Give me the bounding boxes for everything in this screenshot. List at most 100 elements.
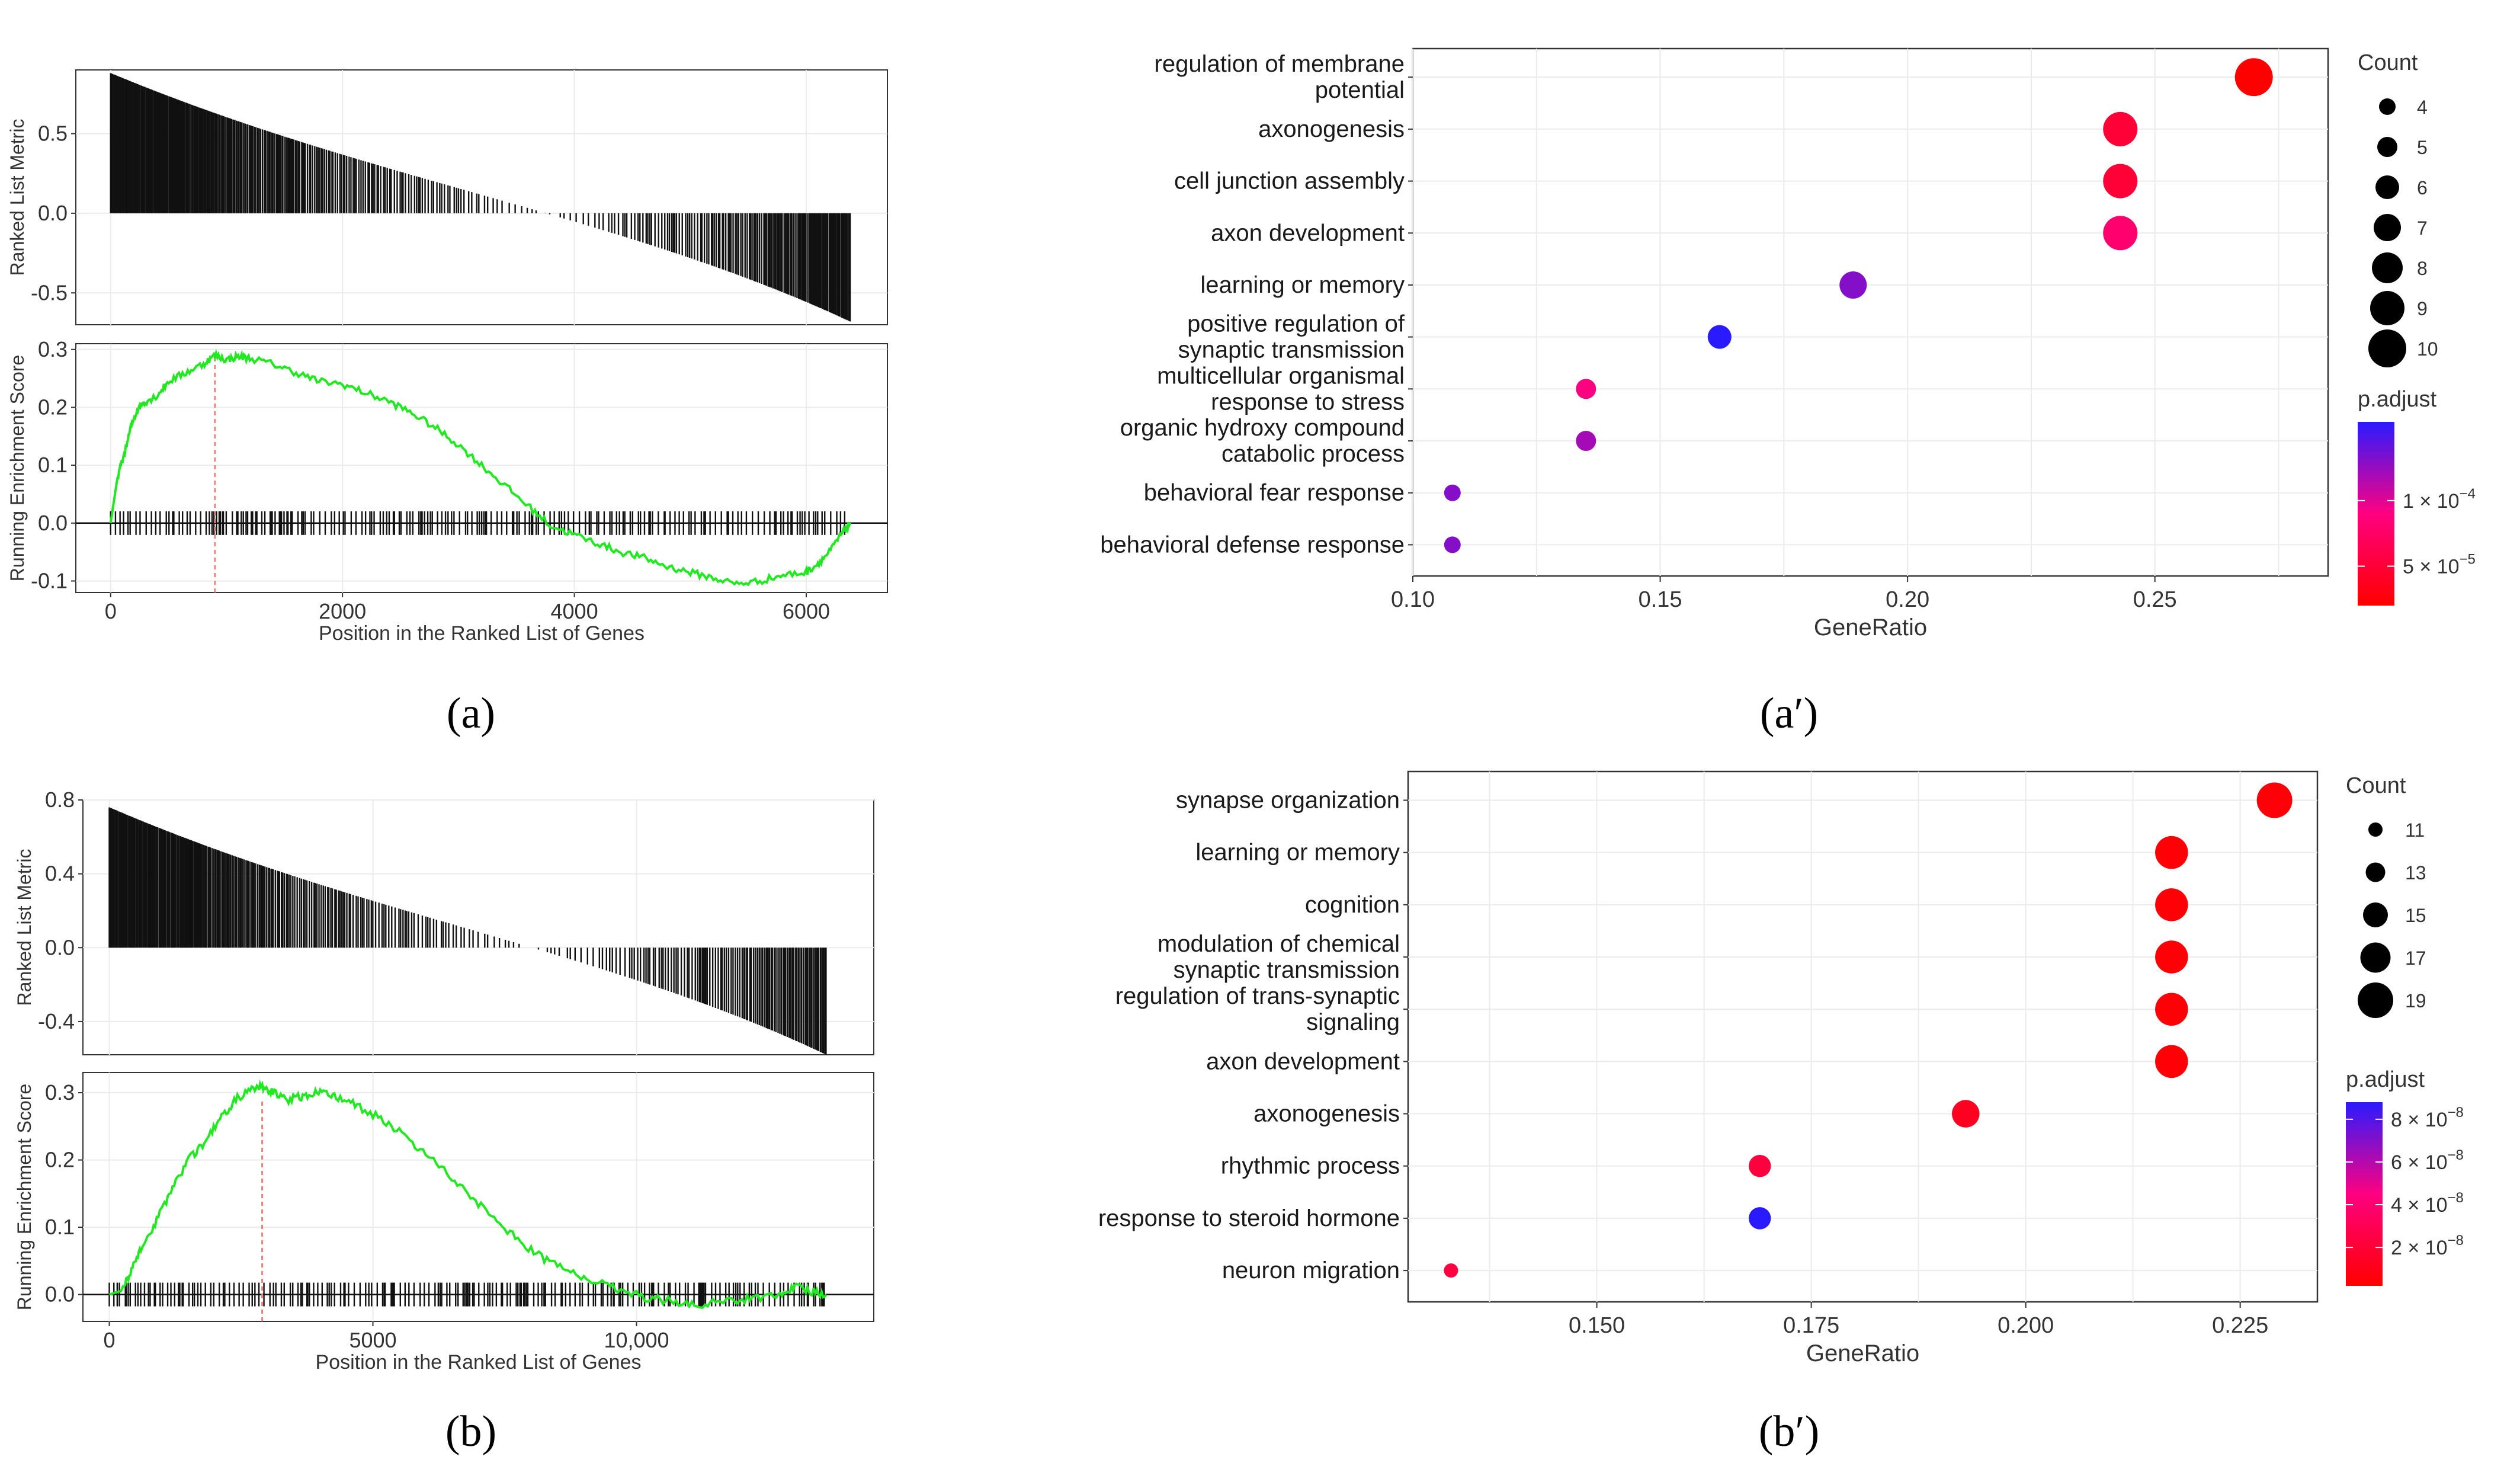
ap-colorbar-tick-label: 1 × 10−4 [2403, 486, 2476, 513]
bp-colorbar-tick-base: 2 × 10 [2391, 1237, 2447, 1259]
a-xtick-label: 2000 [319, 599, 366, 623]
bp-size-legend-label: 13 [2405, 862, 2426, 884]
ap-category-label: organic hydroxy compound catabolic proces… [1120, 415, 1405, 467]
bp-point [2155, 940, 2188, 974]
ap-size-legend-dot [2372, 252, 2403, 283]
ap-category-label-line: response to stress [1211, 389, 1405, 415]
panel-label-b: (b) [445, 1407, 496, 1456]
ap-size-legend-label: 4 [2417, 97, 2428, 118]
b-gene-hits [108, 1282, 825, 1307]
ap-size-legend-dot [2377, 137, 2397, 157]
panel-label-a-prime: (a′) [1760, 689, 1818, 738]
bp-colorbar-tick-exp: −8 [2447, 1105, 2463, 1121]
gsea-plot-a: -0.5 0.0 0.5 Ranked List Metric -0.1 0.0 0.1 0… [7, 69, 888, 645]
bp-category-label: learning or memory [1195, 840, 1400, 866]
b-top-ytick-label: -0.4 [38, 1009, 75, 1033]
bp-point [2256, 782, 2293, 818]
bp-category-label: neuron migration [1222, 1257, 1400, 1283]
ap-point [1576, 431, 1596, 452]
bp-colorbar-tick-label: 8 × 10−8 [2391, 1105, 2464, 1131]
a-bottom-ytick-label: -0.1 [31, 568, 68, 593]
ap-xlabel: GeneRatio [1814, 614, 1927, 641]
a-xlabel: Position in the Ranked List of Genes [319, 622, 645, 645]
ap-point [1707, 325, 1732, 349]
ap-xtick-label: 0.25 [2133, 587, 2177, 612]
bp-size-legend-dot [2368, 822, 2383, 837]
ap-size-legend-dot [2379, 98, 2396, 115]
ap-category-label-line: axonogenesis [1258, 116, 1405, 142]
bp-category-label-line: rhythmic process [1221, 1153, 1400, 1179]
b-top-ytick-label: 0.4 [45, 862, 75, 886]
ap-point [2234, 58, 2273, 97]
bp-colorbar-tick-exp: −8 [2447, 1233, 2463, 1249]
panel-label-b-prime: (b′) [1759, 1407, 1819, 1456]
bp-colorbar-tick-base: 4 × 10 [2391, 1194, 2447, 1217]
a-xtick-label: 0 [105, 599, 117, 623]
bp-colorbar-tick-base: 8 × 10 [2391, 1109, 2447, 1131]
ap-category-label: cell junction assembly [1174, 168, 1405, 194]
a-bottom-frame [75, 343, 888, 593]
bp-category-label-line: cognition [1305, 892, 1400, 918]
bp-category-label: synapse organization [1176, 787, 1400, 813]
ap-colorbar-tick-base: 1 × 10 [2403, 490, 2459, 513]
a-bottom-ytick-label: 0.1 [38, 453, 68, 477]
ap-plot-frame [1412, 47, 2329, 577]
bp-colorbar-tick-exp: −8 [2447, 1147, 2463, 1163]
bp-category-label: response to steroid hormone [1098, 1205, 1400, 1231]
bp-size-legend-label: 15 [2405, 905, 2426, 926]
bp-colorbar-tick-label: 6 × 10−8 [2391, 1147, 2464, 1174]
bp-color-legend-title: p.adjust [2346, 1067, 2425, 1092]
b-bottom-ytick-label: 0.1 [45, 1215, 75, 1239]
ap-size-legend-dot [2375, 175, 2399, 199]
bp-colorbar-tick-label: 4 × 10−8 [2391, 1190, 2464, 1217]
bp-xtick-label: 0.200 [1998, 1313, 2054, 1338]
a-bottom-ylabel: Running Enrichment Score [7, 355, 28, 581]
gsea-b-ranked-metric-panel: -0.4 0.0 0.4 0.8 Ranked List Metric [14, 788, 874, 1055]
ap-size-legend-dot [2374, 214, 2401, 241]
bp-colorbar-tick-exp: −8 [2447, 1190, 2463, 1206]
b-xtick-label: 10,000 [604, 1328, 669, 1352]
ap-size-legend-dot [2368, 329, 2406, 367]
ap-point [1444, 484, 1461, 501]
ap-size-legend-label: 10 [2417, 338, 2438, 360]
bp-colorbar-tick-label: 2 × 10−8 [2391, 1233, 2464, 1259]
ap-size-legend-label: 8 [2417, 258, 2428, 279]
ap-category-label: multicellular organismal response to stre… [1157, 363, 1405, 415]
a-top-ylabel: Ranked List Metric [7, 119, 28, 276]
ap-colorbar-tick-base: 5 × 10 [2403, 556, 2459, 578]
a-top-ytick-label: -0.5 [31, 280, 68, 305]
b-bottom-ytick-label: 0.3 [45, 1080, 75, 1105]
bp-point [2155, 888, 2188, 921]
bp-category-label-line: response to steroid hormone [1098, 1205, 1400, 1231]
ap-point [2103, 111, 2138, 146]
ap-category-label-line: synaptic transmission [1178, 337, 1405, 363]
ap-colorbar-tick-label: 5 × 10−5 [2403, 552, 2476, 578]
ap-category-label: axonogenesis [1258, 116, 1405, 142]
bp-xtick-label: 0.225 [2212, 1313, 2268, 1338]
bp-size-legend-dot [2365, 862, 2386, 882]
b-bottom-ylabel: Running Enrichment Score [14, 1084, 35, 1310]
bp-xlabel: GeneRatio [1806, 1340, 1919, 1366]
b-xlabel: Position in the Ranked List of Genes [316, 1351, 642, 1374]
bp-category-label: axonogenesis [1253, 1101, 1400, 1127]
ap-category-label: behavioral defense response [1100, 532, 1405, 558]
ap-colorbar-tick-exp: −4 [2459, 486, 2475, 502]
ap-category-label: behavioral fear response [1144, 480, 1405, 506]
bp-category-label-line: synapse organization [1176, 787, 1400, 813]
bp-category-label: cognition [1305, 892, 1400, 918]
ap-category-label-line: learning or memory [1200, 272, 1405, 298]
ap-category-label: regulation of membrane potential [1155, 51, 1405, 103]
bp-category-label-line: synaptic transmission [1174, 957, 1400, 983]
ap-size-legend-label: 6 [2417, 177, 2428, 199]
ap-xtick-label: 0.20 [1886, 587, 1929, 612]
a-xtick-label: 6000 [783, 599, 830, 623]
b-metric-bars [108, 807, 827, 1055]
a-bottom-ytick-label: 0.2 [38, 395, 68, 419]
ap-category-label: positive regulation of synaptic transmiss… [1178, 311, 1405, 363]
ap-size-legend-label: 9 [2417, 298, 2428, 319]
a-xtick-label: 4000 [551, 599, 598, 623]
ap-category-label-line: potential [1315, 77, 1405, 103]
a-top-ytick-label: 0.5 [38, 121, 68, 146]
bp-category-label: rhythmic process [1221, 1153, 1400, 1179]
a-bottom-ytick-label: 0.0 [38, 511, 68, 535]
